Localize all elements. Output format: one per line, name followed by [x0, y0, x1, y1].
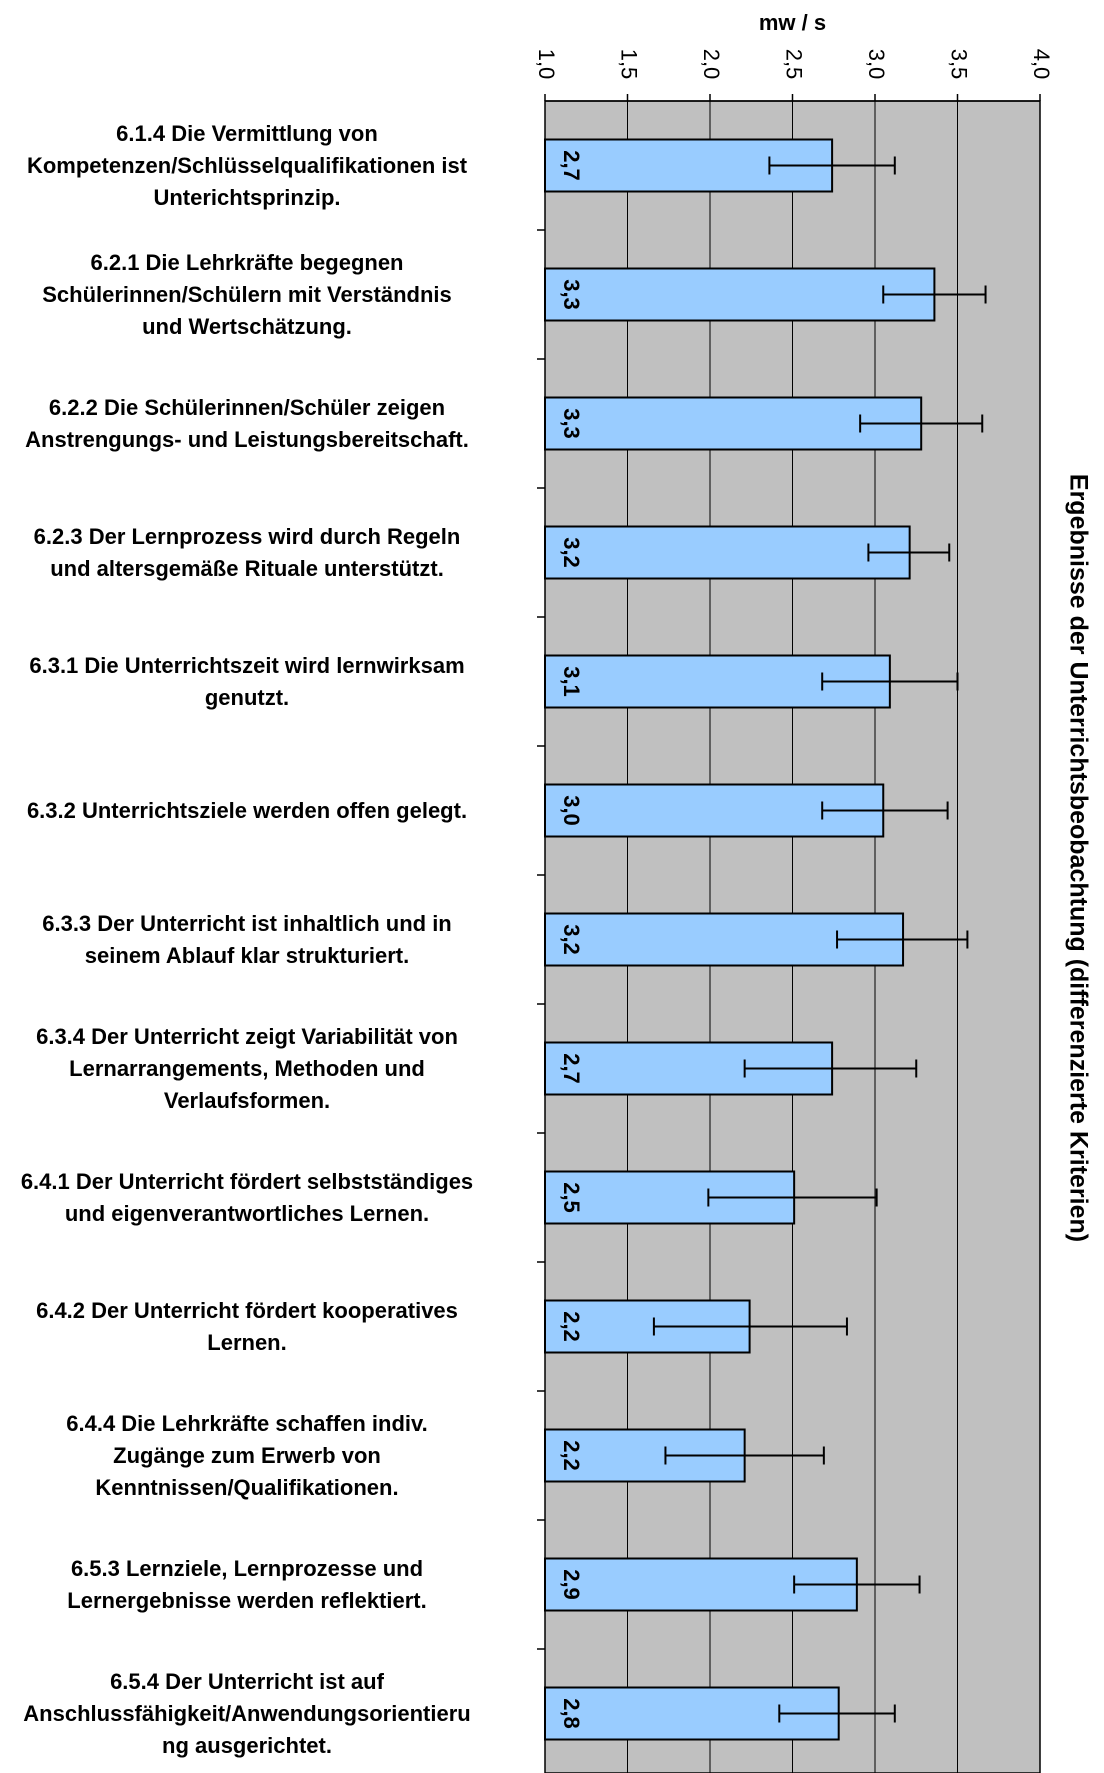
data-label: 3,0	[559, 795, 584, 826]
x-tick-label: 3,0	[864, 49, 889, 80]
category-label: 6.3.4 Der Unterricht zeigt Variabilität …	[0, 1021, 527, 1117]
category-label-line: Unterichtsprinzip.	[153, 184, 341, 210]
category-label-line: ng ausgerichtet.	[162, 1732, 332, 1758]
category-label-line: 6.4.2 Der Unterricht fördert kooperative…	[36, 1297, 458, 1323]
category-label-line: Anschlussfähigkeit/Anwendungsorientieru	[23, 1700, 471, 1726]
category-label: 6.5.3 Lernziele, Lernprozesse und Lernerg…	[0, 1553, 527, 1617]
x-tick-label: 3,5	[947, 49, 972, 80]
category-label-line: 6.1.4 Die Vermittlung von	[116, 120, 378, 146]
bar	[544, 525, 911, 580]
category-label: 6.2.2 Die Schülerinnen/Schüler zeigen Ans…	[0, 392, 527, 456]
category-label: 6.4.1 Der Unterricht fördert selbstständ…	[0, 1166, 527, 1230]
data-label: 2,2	[559, 1440, 584, 1471]
category-label: 6.5.4 Der Unterricht ist auf Anschlussfäh…	[0, 1666, 527, 1762]
bar	[544, 396, 923, 451]
category-label-line: und Wertschätzung.	[142, 313, 352, 339]
category-label-line: 6.4.4 Die Lehrkräfte schaffen indiv.	[66, 1410, 428, 1436]
category-label-line: genutzt.	[204, 684, 290, 710]
category-label-line: 6.4.1 Der Unterricht fördert selbstständ…	[20, 1168, 474, 1194]
category-label: 6.4.2 Der Unterricht fördert kooperative…	[0, 1295, 527, 1359]
data-label: 2,8	[559, 1698, 584, 1729]
category-label-line: 6.5.4 Der Unterricht ist auf	[110, 1668, 384, 1694]
x-tick-label: 1,0	[534, 49, 559, 80]
category-label-line: Zugänge zum Erwerb von	[113, 1442, 381, 1468]
category-label-line: 6.2.2 Die Schülerinnen/Schüler zeigen	[48, 394, 446, 420]
x-tick-label: 2,5	[782, 49, 807, 80]
x-tick-label: 1,5	[617, 49, 642, 80]
data-label: 3,3	[559, 279, 584, 310]
category-label-line: 6.3.1 Die Unterrichtszeit wird lernwirks…	[29, 652, 465, 678]
category-label-line: 6.2.1 Die Lehrkräfte begegnen	[90, 249, 404, 275]
x-axis-label: mw / s	[759, 10, 826, 35]
category-label-line: Lernarrangements, Methoden und	[69, 1055, 425, 1081]
category-label-line: Schülerinnen/Schülern mit Verständnis	[42, 281, 452, 307]
category-label: 6.2.1 Die Lehrkräfte begegnen Schülerinne…	[0, 247, 527, 343]
category-label-line: und eigenverantwortliches Lernen.	[64, 1200, 430, 1226]
category-label-line: Lernergebnisse werden reflektiert.	[67, 1587, 427, 1613]
data-label: 2,9	[559, 1569, 584, 1600]
category-label: 6.3.1 Die Unterrichtszeit wird lernwirks…	[0, 650, 527, 714]
data-label: 2,2	[559, 1311, 584, 1342]
data-label: 3,2	[559, 924, 584, 955]
category-label-line: und altersgemäße Rituale unterstützt.	[50, 555, 444, 581]
category-label: 6.4.4 Die Lehrkräfte schaffen indiv. Zugä…	[0, 1408, 527, 1504]
category-label-line: Kompetenzen/Schlüsselqualifikationen ist	[26, 152, 468, 178]
category-label-line: 6.3.4 Der Unterricht zeigt Variabilität …	[36, 1023, 458, 1049]
chart-title: Ergebnisse der Unterrichtsbeobachtung (d…	[1064, 474, 1092, 1242]
category-label-line: Lernen.	[207, 1329, 287, 1355]
category-label-line: Kenntnissen/Qualifikationen.	[95, 1474, 399, 1500]
category-label-line: 6.3.3 Der Unterricht ist inhaltlich und …	[42, 910, 452, 936]
x-tick-label: 4,0	[1029, 49, 1054, 80]
category-label: 6.3.3 Der Unterricht ist inhaltlich und …	[0, 908, 527, 972]
category-label-line: 6.3.2 Unterrichtsziele werden offen gele…	[26, 797, 468, 823]
category-label: 6.3.2 Unterrichtsziele werden offen gele…	[0, 795, 527, 827]
category-label: 6.1.4 Die Vermittlung von Kompetenzen/Sch…	[0, 118, 527, 214]
x-tick-label: 2,0	[699, 49, 724, 80]
data-label: 2,5	[559, 1182, 584, 1213]
category-label-line: 6.5.3 Lernziele, Lernprozesse und	[70, 1555, 424, 1581]
category-label-line: Verlaufsformen.	[163, 1087, 331, 1113]
category-label: 6.2.3 Der Lernprozess wird durch Regeln u…	[0, 521, 527, 585]
category-label-line: seinem Ablauf klar strukturiert.	[84, 942, 410, 968]
data-label: 2,7	[559, 1053, 584, 1084]
data-label: 3,1	[559, 666, 584, 697]
data-label: 2,7	[559, 150, 584, 181]
data-label: 3,3	[559, 408, 584, 439]
category-label-line: 6.2.3 Der Lernprozess wird durch Regeln	[33, 523, 461, 549]
category-label-line: Anstrengungs- und Leistungsbereitschaft.	[25, 426, 469, 452]
bar	[544, 267, 936, 322]
data-label: 3,2	[559, 537, 584, 568]
